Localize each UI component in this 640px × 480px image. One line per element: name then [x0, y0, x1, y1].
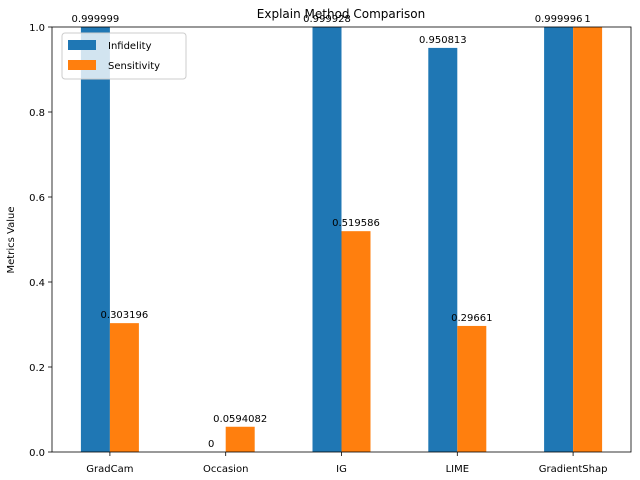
x-tick-label: LIME [446, 464, 469, 475]
data-label-infidelity-gradientshap: 0.999996 [535, 14, 583, 25]
y-tick-label: 0.4 [29, 278, 45, 289]
legend-swatch-infidelity [68, 40, 96, 50]
x-tick-label: Occasion [203, 464, 248, 475]
data-label-sensitivity-gradientshap: 1 [584, 14, 590, 25]
legend-label-sensitivity: Sensitivity [108, 61, 160, 72]
data-label-infidelity-lime: 0.950813 [419, 35, 467, 46]
chart-title: Explain Method Comparison [257, 7, 425, 21]
bar-sensitivity-gradientshap [573, 27, 603, 452]
data-label-sensitivity-gradcam: 0.303196 [101, 310, 149, 321]
bar-infidelity-gradientshap [544, 27, 574, 452]
legend-box [61, 32, 187, 80]
data-label-infidelity-occasion: 0 [208, 439, 214, 450]
y-tick-label: 1.0 [29, 23, 45, 34]
data-label-infidelity-ig: 0.999928 [303, 14, 351, 25]
data-label-sensitivity-lime: 0.29661 [451, 313, 492, 324]
bar-infidelity-gradcam [80, 27, 110, 452]
bar-infidelity-lime [428, 47, 458, 452]
bar-sensitivity-occasion [225, 426, 255, 452]
y-tick-label: 0.8 [29, 108, 45, 119]
y-axis-label: Metrics Value [6, 207, 17, 274]
x-tick-label: GradientShap [539, 464, 608, 475]
bar-sensitivity-lime [457, 325, 487, 452]
x-tick-label: IG [336, 464, 347, 475]
data-label-infidelity-gradcam: 0.999999 [72, 14, 120, 25]
legend: Infidelity Sensitivity [61, 32, 187, 80]
data-label-sensitivity-ig: 0.519586 [332, 218, 380, 229]
data-label-sensitivity-occasion: 0.0594082 [213, 414, 267, 425]
y-tick-label: 0.0 [29, 448, 45, 459]
x-tick-label: GradCam [86, 464, 133, 475]
bar-sensitivity-ig [341, 231, 371, 452]
y-tick-label: 0.2 [29, 363, 45, 374]
y-tick-label: 0.6 [29, 193, 45, 204]
plot-area: 0.999999 0 0.999928 0.950813 0.999996 0.30319… [29, 14, 632, 475]
legend-swatch-sensitivity [68, 60, 96, 70]
legend-label-infidelity: Infidelity [108, 41, 152, 52]
bar-infidelity-ig [312, 27, 342, 452]
bar-sensitivity-gradcam [109, 323, 139, 452]
